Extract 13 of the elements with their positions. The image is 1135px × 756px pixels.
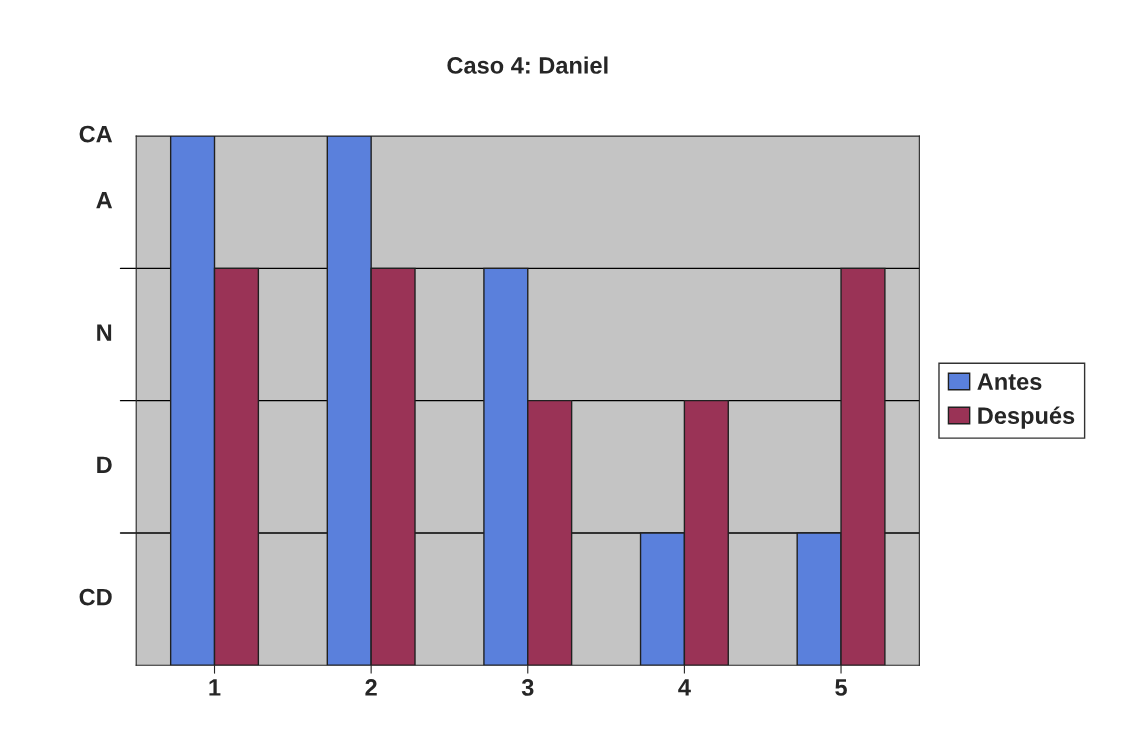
- chart-title: Caso 4: Daniel: [447, 56, 608, 74]
- x-tick-label: 3: [521, 679, 534, 696]
- legend-label: Después: [978, 406, 1075, 429]
- legend-label: Antes: [977, 373, 1042, 391]
- x-tick-label: 2: [365, 679, 377, 696]
- text: CA: [79, 125, 113, 143]
- x-tick-label: 5: [835, 679, 847, 696]
- text: D: [97, 456, 112, 473]
- text: CD: [79, 588, 112, 606]
- x-tick-label: 4: [678, 679, 691, 696]
- text: N: [97, 324, 112, 341]
- text: A: [96, 192, 113, 209]
- x-tick-label: 1: [209, 679, 221, 696]
